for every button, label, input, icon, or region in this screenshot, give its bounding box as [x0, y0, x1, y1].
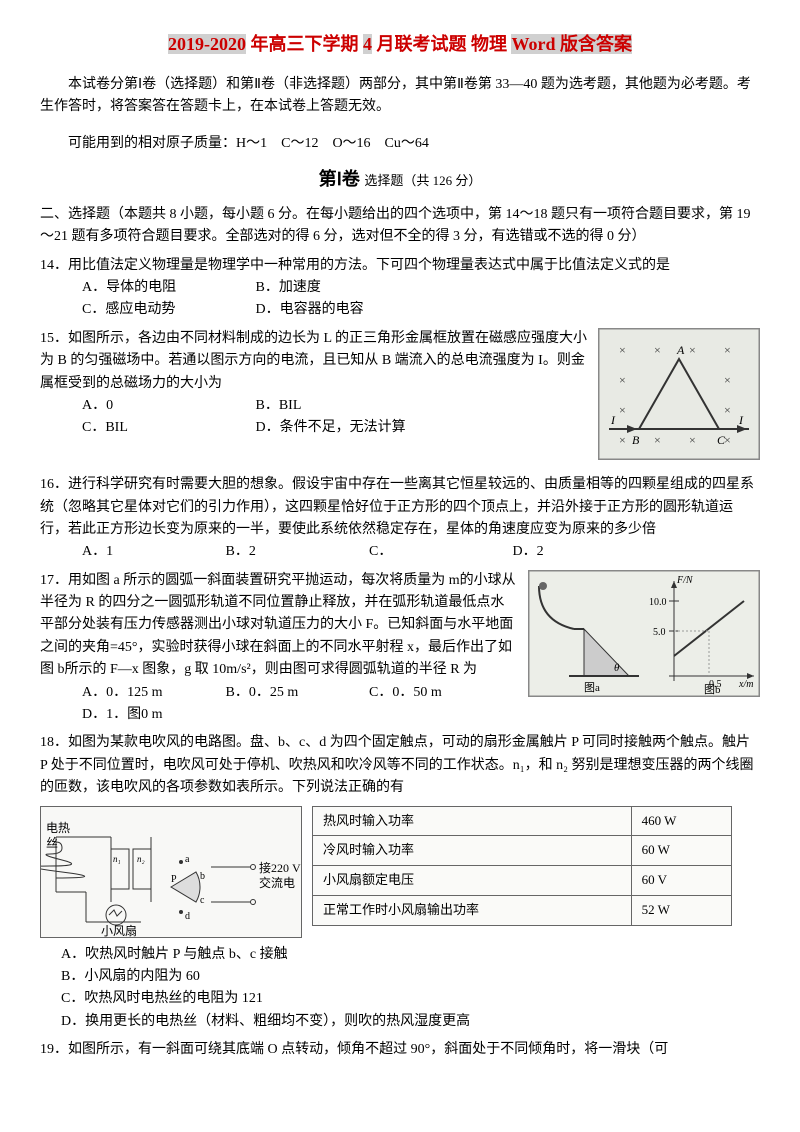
cell: 52 W — [631, 895, 731, 925]
svg-text:交流电: 交流电 — [259, 875, 295, 890]
q14-opt-a: A．导体的电阻 — [82, 277, 232, 299]
q16-opt-b: B．2 — [226, 541, 346, 563]
title-p2: 年高三下学期 — [246, 34, 363, 54]
question-18: 18．如图为某款电吹风的电路图。盘、b、c、d 为四个固定触点，可动的扇形金属触… — [40, 732, 760, 1033]
q16-text: 16．进行科学研究有时需要大胆的想象。假设宇宙中存在一些离其它恒星较远的、由质量… — [40, 477, 754, 537]
cell: 60 W — [631, 836, 731, 866]
svg-text:d: d — [185, 911, 190, 922]
svg-text:x/m: x/m — [738, 679, 753, 690]
svg-text:×: × — [724, 343, 731, 357]
q14-opt-d: D．电容器的电容 — [256, 299, 406, 321]
svg-text:图a: 图a — [584, 681, 600, 694]
cell: 60 V — [631, 866, 731, 896]
q17-opt-c: C．0．50 m — [369, 682, 489, 704]
q14-opt-c: C．感应电动势 — [82, 299, 232, 321]
svg-text:B: B — [632, 433, 640, 447]
q16-opt-a: A．1 — [82, 541, 202, 563]
q18-opt-b: B．小风扇的内阻为 60 — [61, 966, 760, 988]
cell: 正常工作时小风扇输出功率 — [313, 895, 632, 925]
question-14: 14．用比值法定义物理量是物理学中一种常用的方法。下可四个物理量表达式中属于比值… — [40, 255, 760, 322]
q15-figure: ×××× ×× ×× ×××× A B C I I — [598, 328, 760, 468]
svg-text:F/N: F/N — [676, 575, 694, 586]
section-1-sub: 选择题（共 126 分） — [364, 173, 481, 188]
table-row: 冷风时输入功率60 W — [313, 836, 732, 866]
svg-text:θ: θ — [614, 662, 620, 674]
q15-text: 15．如图所示，各边由不同材料制成的边长为 L 的正三角形金属框放置在磁感应强度… — [40, 331, 587, 391]
question-17: θ 图a 10.0 5.0 0.5 F/N x/m 图b 17．用如图 a 所示… — [40, 570, 760, 727]
q14-opt-b: B．加速度 — [256, 277, 406, 299]
cell: 热风时输入功率 — [313, 806, 632, 836]
svg-text:×: × — [689, 343, 696, 357]
section-1-main: 第Ⅰ卷 — [319, 169, 360, 189]
svg-text:×: × — [619, 343, 626, 357]
svg-text:A: A — [676, 343, 685, 357]
q14-text: 14．用比值法定义物理量是物理学中一种常用的方法。下可四个物理量表达式中属于比值… — [40, 258, 670, 273]
q19-text: 19．如图所示，有一斜面可绕其底端 O 点转动，倾角不超过 90°，斜面处于不同… — [40, 1042, 668, 1057]
svg-text:接220 V: 接220 V — [259, 860, 301, 875]
svg-text:5.0: 5.0 — [653, 627, 666, 638]
table-row: 正常工作时小风扇输出功率52 W — [313, 895, 732, 925]
q17-opt-d: D．1．图0 m — [82, 704, 202, 726]
section-1-header: 第Ⅰ卷 选择题（共 126 分） — [40, 165, 760, 194]
svg-text:×: × — [689, 433, 696, 447]
q16-opt-d: D．2 — [513, 541, 633, 563]
title-p1: 2019-2020 — [168, 34, 246, 54]
svg-text:×: × — [619, 433, 626, 447]
svg-text:10.0: 10.0 — [649, 597, 667, 608]
cell: 小风扇额定电压 — [313, 866, 632, 896]
question-19: 19．如图所示，有一斜面可绕其底端 O 点转动，倾角不超过 90°，斜面处于不同… — [40, 1039, 760, 1061]
question-16: 16．进行科学研究有时需要大胆的想象。假设宇宙中存在一些离其它恒星较远的、由质量… — [40, 474, 760, 564]
table-row: 小风扇额定电压60 V — [313, 866, 732, 896]
table-row: 热风时输入功率460 W — [313, 806, 732, 836]
title-p6: 版含答案 — [556, 34, 633, 54]
q18-opt-d: D．换用更长的电热丝（材料、粗细均不变），则吹的热风湿度更高 — [61, 1011, 760, 1033]
section-2-instructions: 二、选择题（本题共 8 小题，每小题 6 分。在每小题给出的四个选项中，第 14… — [40, 204, 760, 249]
q17-opt-b: B．0．25 m — [226, 682, 346, 704]
q15-opt-d: D．条件不足，无法计算 — [256, 417, 406, 439]
q15-opt-b: B．BIL — [256, 395, 406, 417]
cell: 460 W — [631, 806, 731, 836]
svg-text:图b: 图b — [704, 683, 721, 696]
q18-text: 18．如图为某款电吹风的电路图。盘、b、c、d 为四个固定触点，可动的扇形金属触… — [40, 735, 754, 795]
svg-text:a: a — [185, 854, 190, 865]
intro-paragraph-2: 可能用到的相对原子质量：H～1 C～12 O～16 Cu～64 — [40, 133, 760, 155]
svg-text:×: × — [619, 373, 626, 387]
q17-text: 17．用如图 a 所示的圆弧一斜面装置研究平抛运动，每次将质量为 m的小球从半径… — [40, 573, 516, 678]
svg-text:×: × — [654, 433, 661, 447]
svg-text:×: × — [619, 403, 626, 417]
svg-text:C: C — [717, 433, 726, 447]
q16-opt-c: C． — [369, 541, 489, 563]
svg-text:小风扇: 小风扇 — [101, 923, 137, 937]
page-title: 2019-2020 年高三下学期 4 月联考试题 物理 Word 版含答案 — [40, 30, 760, 59]
svg-text:b: b — [200, 871, 205, 882]
svg-text:P: P — [171, 874, 177, 885]
svg-text:n₂: n₂ — [137, 854, 145, 864]
svg-text:×: × — [654, 343, 661, 357]
question-15: ×××× ×× ×× ×××× A B C I I 15．如图所示，各边由不同材… — [40, 328, 760, 468]
svg-text:×: × — [724, 403, 731, 417]
q17-opt-a: A．0．125 m — [82, 682, 202, 704]
svg-text:丝: 丝 — [46, 836, 58, 850]
cell: 冷风时输入功率 — [313, 836, 632, 866]
q18-circuit-figure: a b c d P 电热丝 小风扇 n₁ n₂ 接220 V 交流电 — [40, 806, 302, 938]
svg-text:电热: 电热 — [46, 821, 70, 835]
q15-opt-c: C．BIL — [82, 417, 232, 439]
svg-text:c: c — [200, 895, 205, 906]
title-p4: 月联考试题 物理 — [372, 34, 512, 54]
intro-paragraph-1: 本试卷分第Ⅰ卷（选择题）和第Ⅱ卷（非选择题）两部分，其中第Ⅱ卷第 33—40 题… — [40, 74, 760, 119]
q18-opt-c: C．吹热风时电热丝的电阻为 121 — [61, 988, 760, 1010]
q18-spec-table: 热风时输入功率460 W 冷风时输入功率60 W 小风扇额定电压60 V 正常工… — [312, 806, 732, 926]
svg-text:n₁: n₁ — [113, 854, 121, 864]
svg-text:×: × — [724, 433, 731, 447]
q18-opt-a: A．吹热风时触片 P 与触点 b、c 接触 — [61, 944, 760, 966]
q17-figure: θ 图a 10.0 5.0 0.5 F/N x/m 图b — [528, 570, 760, 705]
svg-text:×: × — [724, 373, 731, 387]
title-p5: Word — [511, 34, 555, 54]
title-p3: 4 — [363, 34, 372, 54]
q15-opt-a: A．0 — [82, 395, 232, 417]
